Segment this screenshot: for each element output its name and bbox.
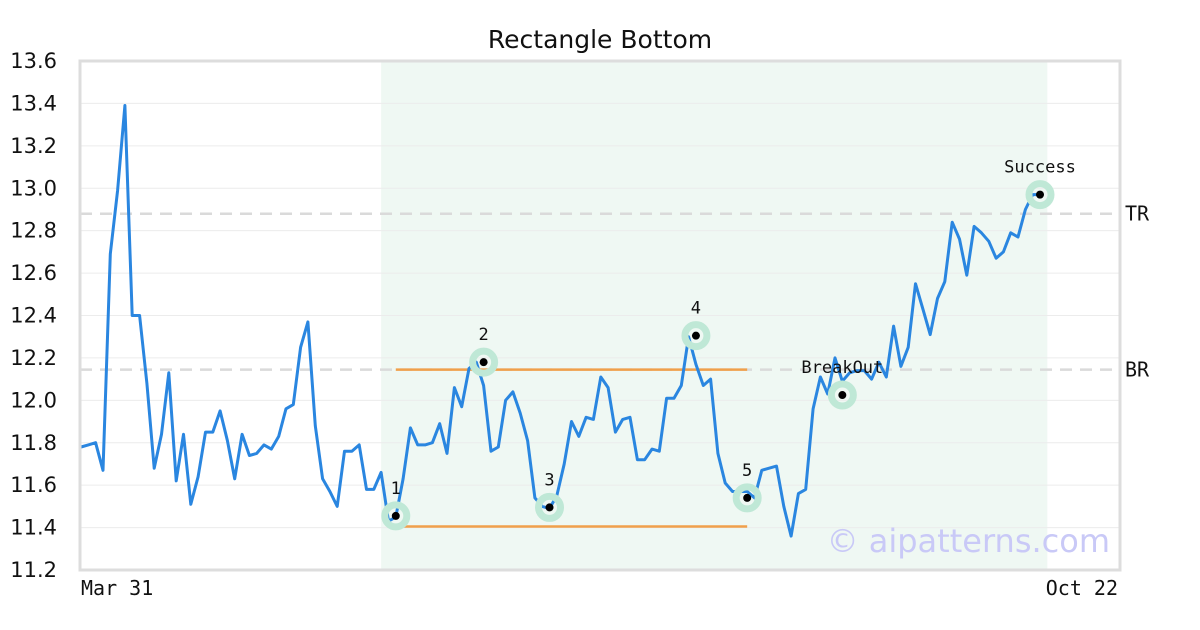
- y-tick-label: 11.6: [10, 473, 57, 497]
- y-tick-label: 13.6: [10, 49, 57, 73]
- y-tick-label: 13.0: [10, 176, 57, 200]
- marker-dot-success: [1036, 190, 1044, 199]
- annotation-label-3: 3: [544, 470, 554, 490]
- price-series-line: [80, 104, 1040, 538]
- marker-dot-4: [691, 331, 700, 340]
- marker-dot-breakout: [838, 391, 847, 400]
- y-tick-label: 12.0: [10, 388, 57, 412]
- y-tick-label: 13.4: [10, 91, 57, 115]
- marker-ring-5: [732, 483, 762, 513]
- y-axis-ticks: 11.2 11.4 11.6 11.8 12.0 12.2 12.4 12.6 12.8 13.0…: [10, 49, 57, 582]
- marker-ring-2: [469, 347, 499, 377]
- y-tick-label: 11.8: [10, 431, 57, 455]
- chart-title: Rectangle Bottom: [488, 25, 712, 54]
- pattern-annotations: 1 2 3 4 5 BreakOut Success: [381, 158, 1076, 531]
- annotation-label-breakout: BreakOut: [801, 358, 883, 378]
- y-tick-label: 11.4: [10, 516, 57, 540]
- annotation-label-4: 4: [691, 299, 701, 319]
- annotation-label-2: 2: [479, 325, 489, 345]
- marker-ring-3: [535, 492, 565, 522]
- y-tick-label: 12.4: [10, 304, 57, 328]
- marker-ring-breakout: [827, 380, 857, 410]
- annotation-label-5: 5: [742, 461, 752, 481]
- marker-dot-1: [391, 511, 400, 520]
- y-tick-label: 13.2: [10, 134, 57, 158]
- reference-label-tr: TR: [1125, 202, 1150, 226]
- annotation-label-success: Success: [1004, 158, 1076, 178]
- x-axis-ticks: Mar 31 Oct 22: [81, 576, 1118, 600]
- y-tick-label: 12.6: [10, 261, 57, 285]
- marker-ring-4: [681, 321, 711, 351]
- marker-dot-2: [479, 358, 488, 367]
- marker-ring-success: [1025, 180, 1055, 210]
- reference-label-br: BR: [1125, 358, 1150, 382]
- y-tick-label: 11.2: [10, 558, 57, 582]
- x-tick-label: Oct 22: [1046, 576, 1118, 600]
- marker-ring-1: [381, 501, 411, 531]
- rectangle-lines: [395, 368, 748, 528]
- x-tick-label: Mar 31: [81, 576, 153, 600]
- y-tick-label: 12.2: [10, 346, 57, 370]
- plot-frame: [78, 59, 1122, 572]
- marker-dot-5: [743, 493, 752, 502]
- marker-dot-3: [545, 503, 554, 512]
- annotation-label-1: 1: [391, 479, 401, 499]
- y-tick-label: 12.8: [10, 219, 57, 243]
- watermark: © aipatterns.com: [827, 522, 1110, 560]
